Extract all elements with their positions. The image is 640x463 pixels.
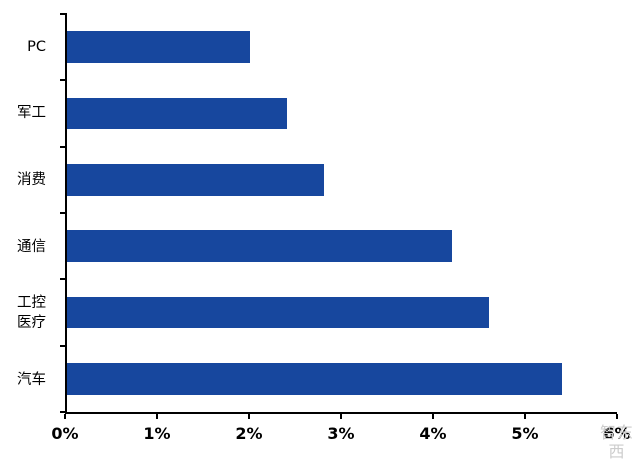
x-axis-tick [156, 414, 158, 419]
y-axis-tick [60, 79, 67, 82]
bar-row [67, 279, 617, 345]
bar-row [67, 346, 617, 412]
y-axis-tick [60, 212, 67, 214]
category-label: 消费 [17, 171, 46, 188]
bar [67, 296, 489, 329]
x-axis-tick [248, 414, 250, 419]
x-axis-tick-label: 6% [603, 424, 631, 443]
x-axis-tick [340, 414, 342, 419]
category-labels: PC 军工消费通信工控 医疗汽车 [0, 14, 46, 414]
x-axis-tick-label: 1% [143, 424, 171, 443]
x-axis-tick [616, 414, 618, 419]
x-axis-tick [524, 414, 526, 419]
x-axis-tick-label: 2% [235, 424, 263, 443]
bar [67, 362, 562, 395]
watermark: 智东西 [599, 423, 634, 461]
category-label: 汽车 [17, 371, 46, 388]
plot-area [60, 13, 617, 414]
y-axis-tick [60, 344, 67, 347]
x-axis-tick-label: 4% [419, 424, 447, 443]
category-label: PC [27, 38, 46, 55]
bar [67, 163, 324, 196]
category-label: 通信 [17, 238, 46, 255]
bar [67, 97, 287, 130]
bar-row [67, 14, 617, 80]
bar-row [67, 213, 617, 279]
y-axis-tick [60, 145, 67, 148]
y-axis-tick [60, 411, 67, 413]
category-label: 军工 [17, 105, 46, 122]
bar [67, 31, 251, 64]
x-axis: 0% 1% 2% 3% 4% 5% 6% [51, 414, 631, 454]
category-label: 工控 医疗 [17, 295, 46, 332]
x-axis-tick [432, 414, 434, 419]
x-axis-tick-label: 0% [51, 424, 79, 443]
x-axis-tick [64, 414, 66, 419]
bar [67, 230, 452, 263]
y-axis-tick [60, 278, 67, 281]
bar-row [67, 147, 617, 213]
bar-row [67, 80, 617, 146]
x-axis-tick-label: 3% [327, 424, 355, 443]
x-axis-tick-label: 5% [511, 424, 539, 443]
y-axis-tick [60, 13, 67, 15]
